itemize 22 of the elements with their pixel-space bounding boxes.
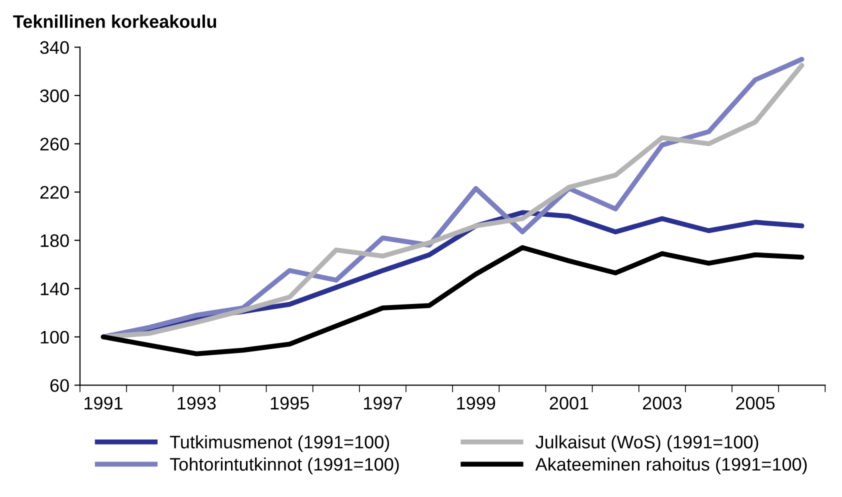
x-tick-label: 1993 <box>178 396 216 410</box>
x-tick-label: 2003 <box>642 396 682 410</box>
y-tick-label: 60 <box>50 379 69 392</box>
x-tick-label: 1991 <box>84 396 122 410</box>
legend-label: Akateeminen rahoitus (1991=100) <box>535 457 807 474</box>
y-tick-label: 340 <box>40 41 69 54</box>
y-tick-label: 100 <box>40 330 69 344</box>
y-tick-label: 140 <box>40 282 69 296</box>
legend-label: Julkaisut (WoS) (1991=100) <box>536 435 758 452</box>
legend-label: Tohtorintutkinnot (1991=100) <box>170 457 399 474</box>
x-tick-label: 1997 <box>364 396 402 410</box>
line-series <box>100 245 804 356</box>
x-tick-label: 2005 <box>736 396 775 410</box>
y-tick-label: 260 <box>40 138 69 150</box>
y-tick-label: 300 <box>40 89 69 102</box>
x-tick-label: 1999 <box>457 396 496 410</box>
x-tick-label: 1995 <box>270 396 309 410</box>
y-tick-label: 180 <box>40 234 69 248</box>
chart-title: Teknillinen korkeakoulu <box>13 14 216 28</box>
x-tick-label: 2001 <box>550 396 588 410</box>
y-tick-label: 220 <box>40 186 69 199</box>
legend-label: Tutkimusmenot (1991=100) <box>170 435 390 452</box>
